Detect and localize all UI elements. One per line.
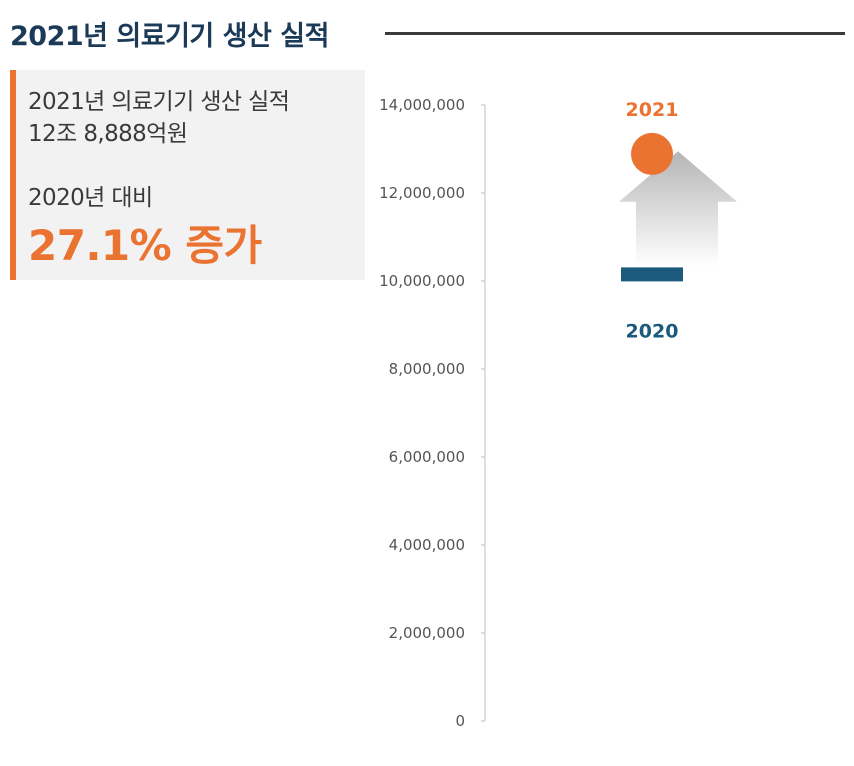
y-tick-label: 4,000,000 bbox=[389, 536, 465, 554]
y-tick-label: 10,000,000 bbox=[379, 272, 465, 290]
y-tick-label: 8,000,000 bbox=[389, 360, 465, 378]
page-title: 2021년 의료기기 생산 실적 bbox=[10, 21, 329, 52]
summary-box: 2021년 의료기기 생산 실적 12조 8,888억원 2020년 대비 27… bbox=[10, 70, 365, 280]
summary-line-1: 2021년 의료기기 생산 실적 bbox=[28, 89, 290, 115]
marker-2020 bbox=[621, 267, 683, 282]
marker-2021 bbox=[631, 132, 673, 175]
summary-line-2: 12조 8,888억원 bbox=[28, 121, 188, 147]
y-tick-label: 0 bbox=[455, 712, 465, 730]
increase-arrow bbox=[619, 151, 737, 267]
label-2021: 2021 bbox=[626, 99, 679, 121]
y-tick-label: 6,000,000 bbox=[389, 448, 465, 466]
y-tick-label: 14,000,000 bbox=[379, 96, 465, 114]
summary-highlight: 27.1% 증가 bbox=[28, 221, 262, 270]
label-2020: 2020 bbox=[626, 320, 679, 342]
y-tick-label: 12,000,000 bbox=[379, 184, 465, 202]
title-rule bbox=[385, 32, 845, 35]
summary-line-3: 2020년 대비 bbox=[28, 185, 153, 211]
y-tick-label: 2,000,000 bbox=[389, 624, 465, 642]
